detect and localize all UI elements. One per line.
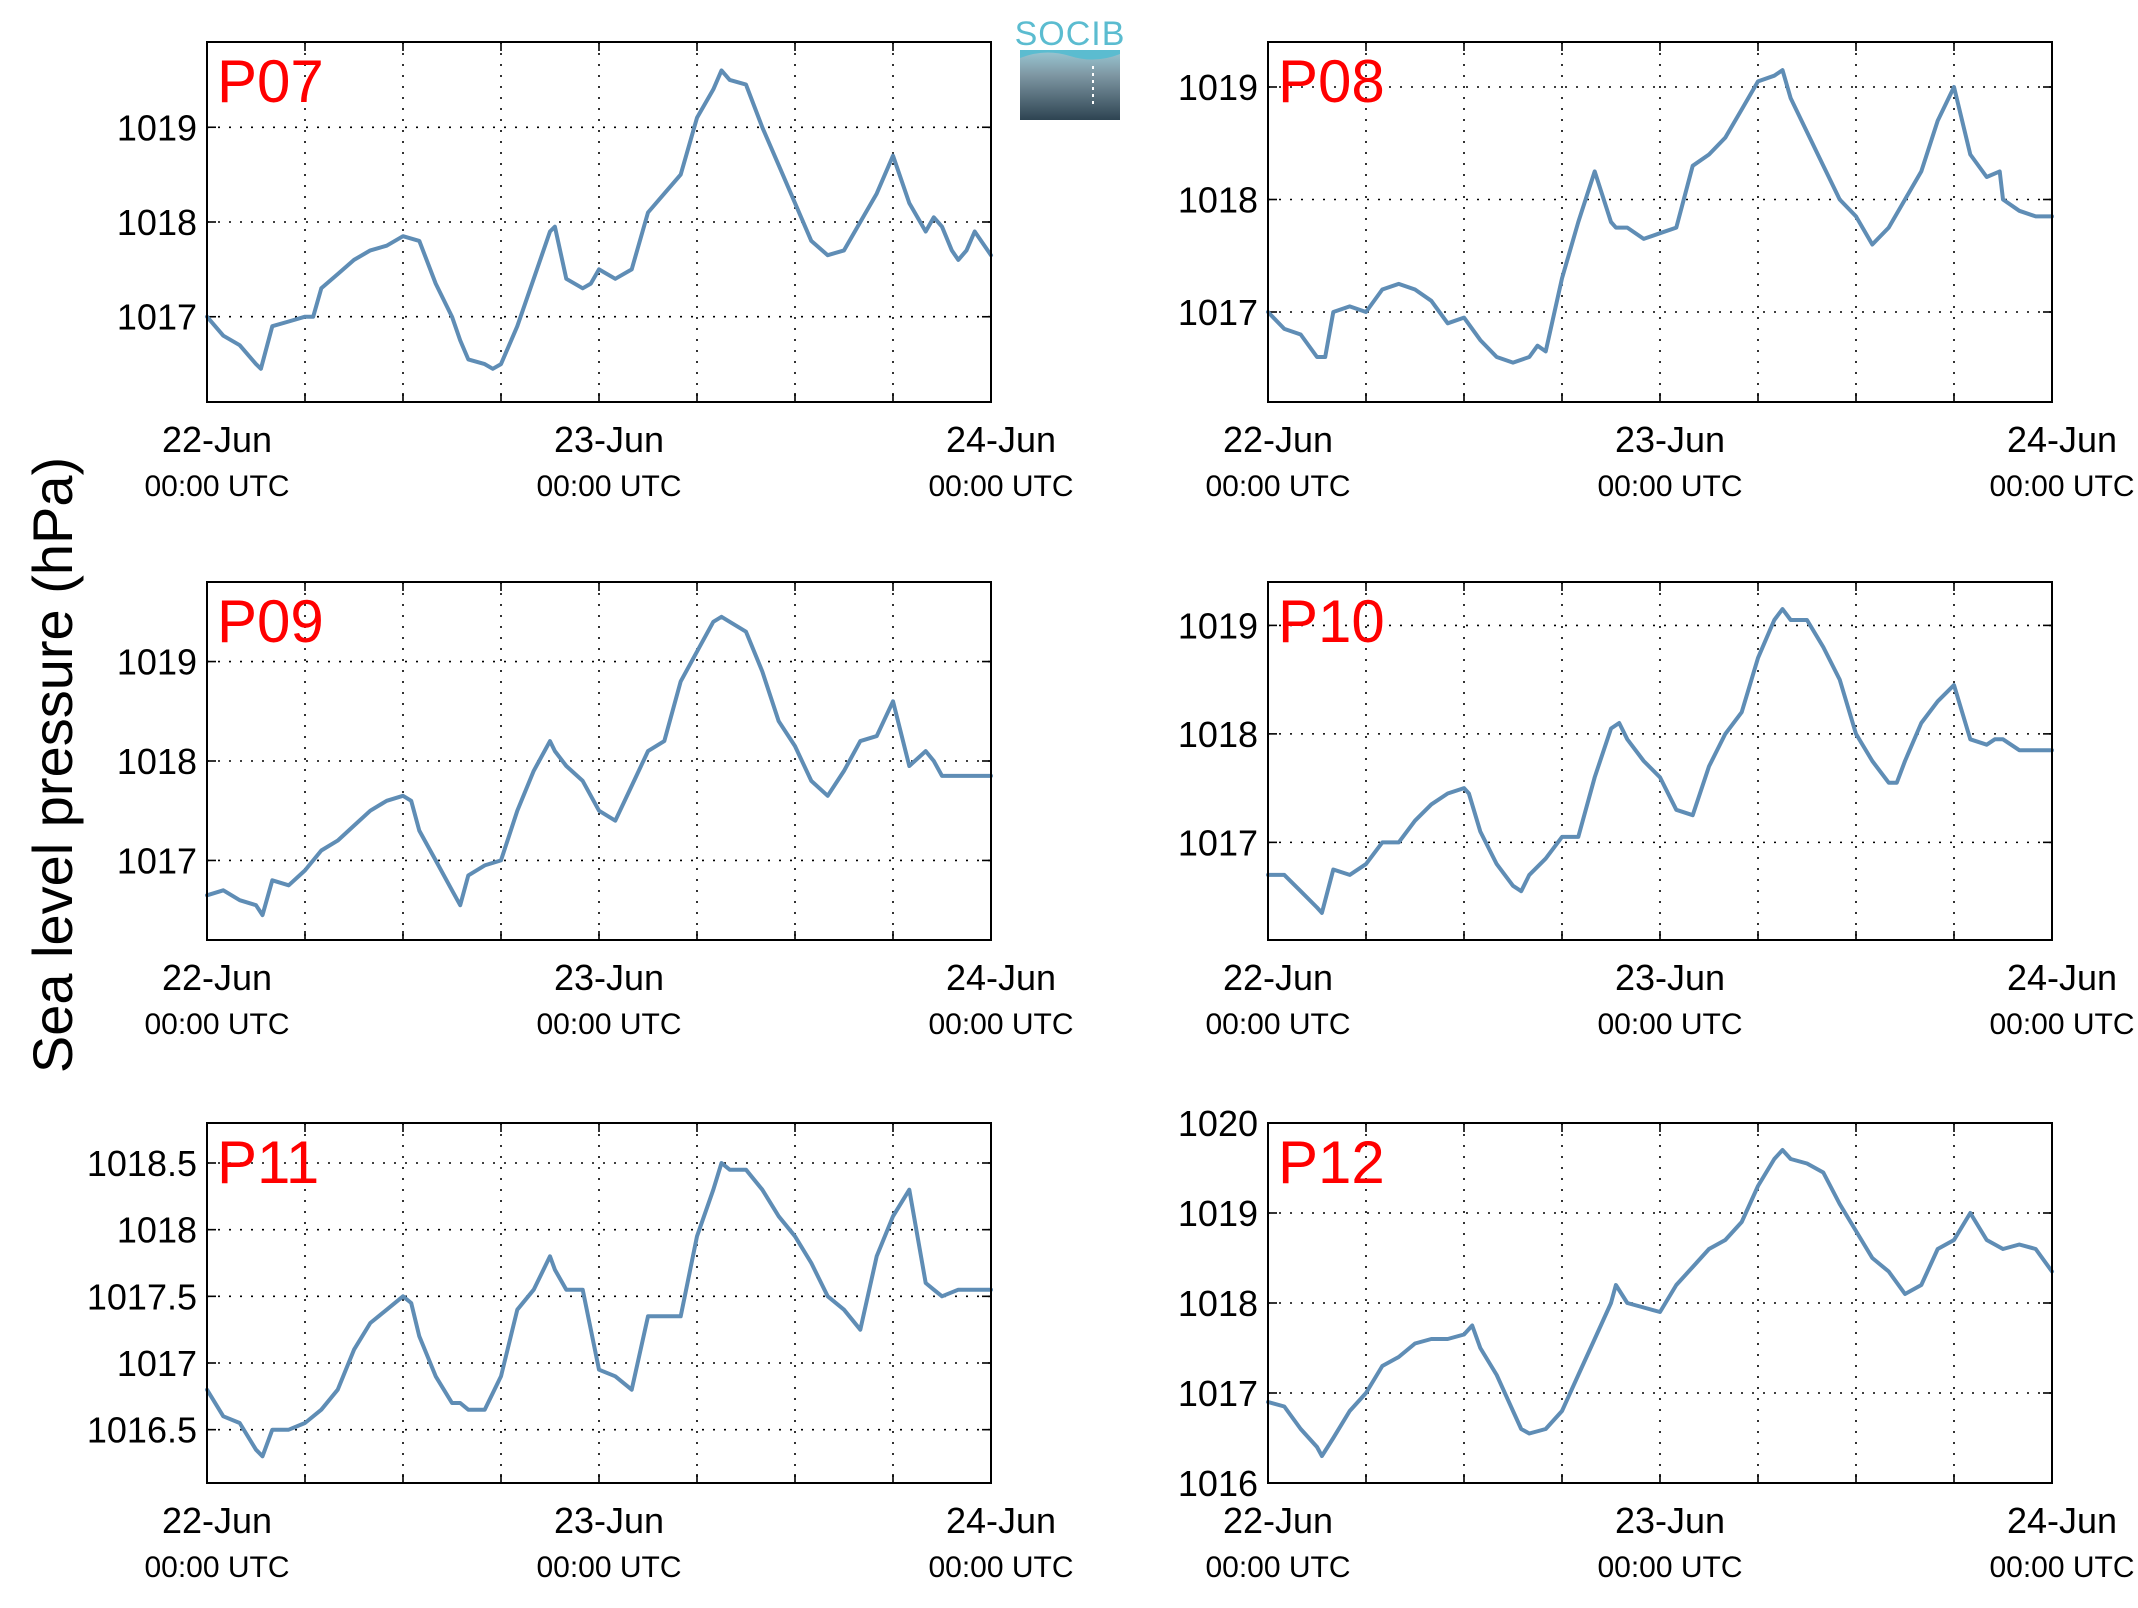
x-tick-label: 24-Jun — [946, 419, 1056, 460]
x-tick-sublabel: 00:00 UTC — [144, 470, 289, 503]
axes-frame — [206, 41, 992, 403]
x-tick-sublabel: 00:00 UTC — [144, 1008, 289, 1041]
y-tick-label: 1018.5 — [87, 1143, 197, 1184]
x-tick-sublabel: 00:00 UTC — [536, 1551, 681, 1584]
x-tick-sublabel: 00:00 UTC — [1205, 470, 1350, 503]
y-tick-label: 1019 — [1178, 67, 1258, 108]
y-tick-label: 1017 — [117, 297, 197, 338]
panel-title: P11 — [217, 1129, 319, 1196]
panel-title: P07 — [217, 48, 324, 115]
y-tick-label: 1018 — [1178, 1283, 1258, 1324]
x-tick-label: 23-Jun — [1615, 957, 1725, 998]
x-tick-label: 23-Jun — [1615, 1500, 1725, 1541]
x-tick-label: 23-Jun — [554, 1500, 664, 1541]
axes-frame — [1267, 581, 2053, 941]
y-tick-label: 1017.5 — [87, 1276, 197, 1317]
x-tick-sublabel: 00:00 UTC — [1205, 1551, 1350, 1584]
y-tick-label: 1018 — [117, 741, 197, 782]
y-tick-label: 1017 — [117, 1343, 197, 1384]
x-tick-sublabel: 00:00 UTC — [1597, 470, 1742, 503]
panel-title: P08 — [1278, 48, 1385, 115]
x-tick-label: 22-Jun — [1223, 419, 1333, 460]
axes-frame — [1267, 1122, 2053, 1484]
x-tick-label: 24-Jun — [2007, 419, 2117, 460]
panel-title: P12 — [1278, 1129, 1385, 1196]
panel-title: P10 — [1278, 588, 1385, 655]
x-tick-sublabel: 00:00 UTC — [536, 1008, 681, 1041]
x-tick-label: 22-Jun — [1223, 957, 1333, 998]
y-tick-label: 1020 — [1178, 1103, 1258, 1144]
series-line — [1266, 607, 2054, 915]
x-tick-label: 23-Jun — [1615, 419, 1725, 460]
x-tick-sublabel: 00:00 UTC — [536, 470, 681, 503]
x-tick-sublabel: 00:00 UTC — [144, 1551, 289, 1584]
y-tick-label: 1017 — [1178, 822, 1258, 863]
y-tick-label: 1017 — [117, 840, 197, 881]
x-tick-label: 24-Jun — [2007, 1500, 2117, 1541]
x-tick-sublabel: 00:00 UTC — [1989, 1008, 2134, 1041]
x-tick-label: 23-Jun — [554, 957, 664, 998]
x-tick-sublabel: 00:00 UTC — [928, 470, 1073, 503]
y-tick-label: 1019 — [117, 107, 197, 148]
y-axis-label: Sea level pressure (hPa) — [21, 457, 84, 1073]
y-tick-label: 1018 — [117, 202, 197, 243]
series-line — [1266, 1148, 2054, 1458]
y-tick-label: 1018 — [117, 1210, 197, 1251]
x-tick-sublabel: 00:00 UTC — [1989, 1551, 2134, 1584]
x-tick-label: 22-Jun — [1223, 1500, 1333, 1541]
y-tick-label: 1016.5 — [87, 1410, 197, 1451]
chart-panel-p11: 1016.5 1017 1017.5 1018 1018.5 22-Jun 00:00 UT… — [87, 1122, 1074, 1584]
y-tick-label: 1017 — [1178, 1373, 1258, 1414]
series-line — [1266, 68, 2054, 365]
x-tick-label: 24-Jun — [2007, 957, 2117, 998]
socib-logo: SOCIB — [1015, 15, 1126, 120]
y-tick-label: 1019 — [1178, 605, 1258, 646]
panel-title: P09 — [217, 588, 324, 655]
chart-panel-p10: 1017 1018 1019 22-Jun 00:00 UTC 23-Jun 00:00 U… — [1178, 581, 2135, 1041]
y-tick-label: 1019 — [117, 642, 197, 683]
x-tick-label: 22-Jun — [162, 1500, 272, 1541]
x-tick-label: 24-Jun — [946, 957, 1056, 998]
chart-panel-p08: 1017 1018 1019 22-Jun 00:00 UTC 23-Jun 00:00 U… — [1178, 41, 2135, 503]
series-line — [205, 614, 993, 918]
x-tick-label: 22-Jun — [162, 419, 272, 460]
series-line — [205, 1161, 993, 1459]
series-line — [205, 68, 993, 371]
x-tick-sublabel: 00:00 UTC — [1597, 1551, 1742, 1584]
y-tick-label: 1018 — [1178, 714, 1258, 755]
y-tick-label: 1017 — [1178, 292, 1258, 333]
y-tick-label: 1016 — [1178, 1463, 1258, 1504]
axes-frame — [206, 581, 992, 941]
logo-text: SOCIB — [1015, 15, 1126, 53]
y-tick-label: 1018 — [1178, 180, 1258, 221]
chart-panel-p12: 1016 1017 1018 1019 1020 22-Jun 00:00 UTC 23-Ju… — [1178, 1103, 2135, 1584]
y-tick-label: 1019 — [1178, 1193, 1258, 1234]
x-tick-sublabel: 00:00 UTC — [928, 1008, 1073, 1041]
axes-frame — [206, 1122, 992, 1484]
x-tick-label: 22-Jun — [162, 957, 272, 998]
x-tick-label: 23-Jun — [554, 419, 664, 460]
chart-panel-p07: 1017 1018 1019 22-Jun 00:00 UTC 23-Jun 00:00 U… — [117, 41, 1074, 503]
x-tick-sublabel: 00:00 UTC — [1989, 470, 2134, 503]
x-tick-sublabel: 00:00 UTC — [928, 1551, 1073, 1584]
axes-frame — [1267, 41, 2053, 403]
x-tick-sublabel: 00:00 UTC — [1597, 1008, 1742, 1041]
x-tick-label: 24-Jun — [946, 1500, 1056, 1541]
x-tick-sublabel: 00:00 UTC — [1205, 1008, 1350, 1041]
chart-panel-p09: 1017 1018 1019 22-Jun 00:00 UTC 23-Jun 00:00 U… — [117, 581, 1074, 1041]
